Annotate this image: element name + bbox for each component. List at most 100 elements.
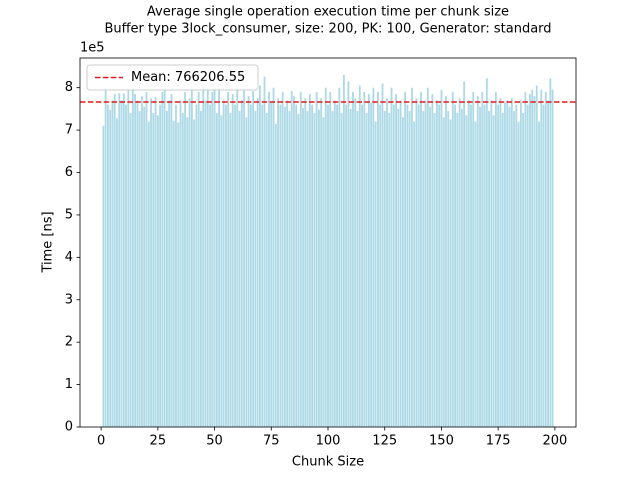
- bar: [329, 91, 332, 428]
- bar: [399, 100, 402, 428]
- bar: [386, 98, 388, 428]
- bar: [404, 91, 407, 428]
- bar: [270, 102, 273, 427]
- bar: [125, 104, 127, 427]
- bar: [222, 100, 225, 428]
- bar: [168, 100, 171, 428]
- bar: [340, 113, 343, 427]
- bar: [286, 100, 289, 428]
- bar: [544, 91, 547, 428]
- bar: [122, 93, 125, 428]
- bar: [388, 113, 391, 427]
- bar: [333, 100, 336, 428]
- bar: [220, 115, 223, 428]
- bar: [474, 121, 477, 427]
- bar: [256, 98, 259, 428]
- bar: [254, 111, 257, 427]
- bar: [497, 104, 500, 427]
- bar: [420, 91, 422, 428]
- bar: [227, 91, 230, 428]
- x-tick-label: 25: [150, 434, 167, 449]
- bar: [141, 96, 143, 427]
- bar: [299, 91, 302, 428]
- bar: [379, 104, 382, 427]
- y-tick-label: 6: [65, 165, 73, 180]
- bar: [295, 104, 298, 427]
- bar: [506, 100, 509, 428]
- bar: [156, 115, 159, 428]
- bar: [347, 81, 350, 428]
- bar: [456, 113, 459, 427]
- bar: [361, 104, 363, 427]
- bar: [315, 91, 318, 428]
- bar: [304, 98, 307, 428]
- bar: [356, 111, 359, 427]
- bar: [501, 113, 504, 427]
- bar: [460, 108, 463, 428]
- bar: [186, 117, 189, 428]
- bar: [370, 102, 373, 427]
- bar: [202, 85, 205, 427]
- bar: [401, 117, 404, 428]
- bar: [252, 91, 255, 427]
- bar: [281, 91, 284, 428]
- bar: [236, 87, 239, 428]
- bar: [397, 108, 400, 428]
- bar: [445, 96, 447, 427]
- bar: [426, 87, 429, 428]
- bar: [504, 102, 506, 427]
- bar: [447, 111, 450, 427]
- bar: [259, 85, 261, 427]
- bar: [424, 100, 427, 428]
- bar: [163, 87, 166, 428]
- bar: [522, 113, 525, 427]
- bar: [481, 91, 484, 428]
- bar: [136, 100, 139, 428]
- chart-title: Average single operation execution time …: [147, 5, 509, 20]
- bar: [535, 85, 538, 427]
- bar: [102, 125, 105, 428]
- x-tick-label: 75: [263, 434, 280, 449]
- bar: [336, 104, 338, 427]
- bar: [107, 104, 109, 427]
- bar: [547, 100, 549, 428]
- bar: [508, 106, 511, 427]
- bar: [147, 121, 150, 427]
- bar: [354, 98, 357, 428]
- bar: [436, 100, 438, 428]
- bar: [551, 89, 554, 427]
- bar: [170, 94, 173, 427]
- bar: [197, 91, 200, 428]
- bar: [485, 78, 488, 428]
- bar: [272, 87, 275, 428]
- bar: [274, 123, 277, 427]
- bar: [377, 91, 379, 428]
- x-tick-label: 0: [97, 434, 105, 449]
- y-tick-label: 8: [65, 80, 73, 95]
- bar: [179, 100, 182, 428]
- bar: [190, 87, 193, 428]
- bar: [324, 87, 327, 428]
- x-tick-label: 100: [316, 434, 341, 449]
- bar: [392, 104, 395, 427]
- bar: [247, 96, 250, 427]
- bar: [224, 104, 227, 427]
- bar: [188, 98, 191, 428]
- bar: [327, 104, 329, 427]
- bar: [175, 104, 177, 427]
- bar: [383, 111, 386, 427]
- bar: [542, 104, 545, 427]
- y-offset-label: 1e5: [80, 41, 105, 56]
- bar: [177, 122, 180, 427]
- bar: [145, 91, 148, 428]
- x-tick-label: 50: [206, 434, 223, 449]
- bar: [209, 104, 211, 427]
- bar: [234, 104, 236, 427]
- bar: [338, 87, 341, 428]
- bar: [438, 104, 441, 427]
- bar: [510, 98, 513, 428]
- bar: [172, 120, 175, 428]
- bar: [134, 94, 137, 427]
- bar: [240, 100, 243, 428]
- bar: [395, 94, 397, 427]
